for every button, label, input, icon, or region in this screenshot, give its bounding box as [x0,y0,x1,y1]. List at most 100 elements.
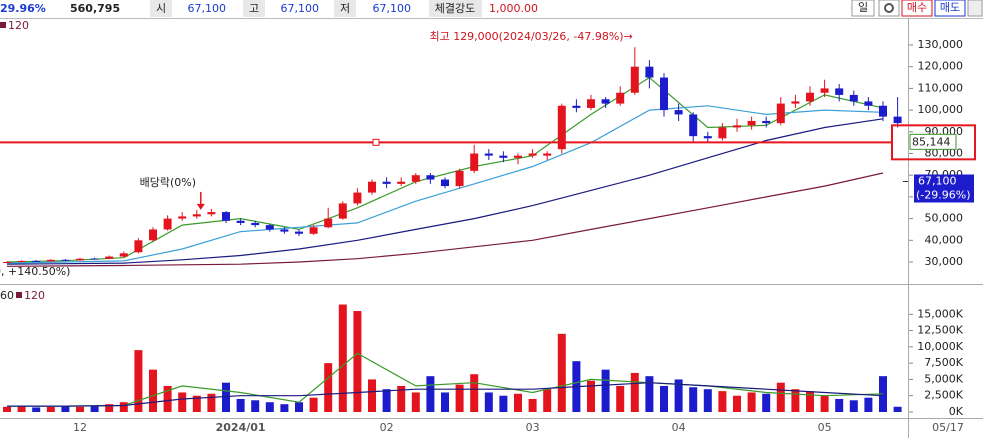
candle-body [441,179,449,187]
candle-body [397,181,406,184]
volume-bar [411,392,420,412]
buy-button[interactable] [901,0,933,17]
candle-body [835,88,844,95]
period-button[interactable] [851,0,875,17]
candle-body [338,203,347,219]
candle-body [207,212,216,215]
candle-body [426,175,435,180]
volume-bar [645,376,654,412]
candle-body [251,222,260,226]
left-note: 0, +140.50%) [0,265,70,278]
x-tick-label: 05/17 [932,421,964,434]
strength: 1,000.00 [489,2,538,15]
change-rate: 29.96% [0,2,46,15]
volume-bar [806,391,814,412]
candle-body [470,153,479,171]
y-tick-label: 110,000 [918,81,964,94]
candle-body [192,214,201,217]
period[interactable]: 일 [858,0,868,14]
candle-body [411,175,420,182]
volume-bar [762,393,771,412]
volume-bar [441,392,449,412]
volume-bar [207,393,216,412]
volume-total: 560,795 [70,2,120,15]
x-tick-label: 2024/01 [216,421,266,434]
volume-bar [134,350,143,412]
label-box [243,0,265,17]
volume-bar [455,384,464,412]
volume-bar [105,404,114,412]
volume-bar [616,385,625,412]
reference-handle [372,138,380,146]
y-tick-label: 130,000 [918,38,964,51]
volume-bar [893,406,902,412]
candle-body [630,66,639,93]
volume-bar [601,369,610,412]
candle-body [776,103,785,124]
label-box [429,0,482,17]
volume-bar [630,372,639,412]
buy[interactable]: 매수 [907,1,927,14]
x-tick-label: 04 [672,421,686,434]
volume-bar [864,397,873,412]
volume-bar [849,400,858,412]
candle-body [718,127,727,139]
volume-bar [835,398,844,412]
y-tick-label: 2,500K [924,389,963,402]
legend-label: 120 [24,289,45,302]
x-tick-label: 05 [818,421,832,434]
settings-button[interactable] [878,0,900,17]
moving-average [7,352,884,407]
candle-body [178,216,187,219]
price: 67,100 [281,2,320,15]
volume-bar [90,405,99,412]
volume-bar [3,406,11,412]
volume-bar [222,382,230,412]
current-change: (-29.96%) [916,188,971,201]
candle-body [295,231,303,234]
volume-bar [46,406,55,412]
volume-bar [32,407,41,412]
scroll-button[interactable] [967,0,983,17]
volume-bar [499,395,508,412]
reference-label-bg [909,133,957,150]
moving-average [6,172,884,267]
candle-body [236,220,245,223]
candle-body [879,105,887,117]
volume-bar [557,333,566,412]
annotation: 최고 129,000(2024/03/26, -47.98%)→ [429,30,632,43]
y-tick-label: 30,000 [925,255,964,268]
candle-body [280,229,289,232]
candle-body [601,99,610,104]
candle-body [484,153,493,156]
sell-button[interactable] [934,0,966,17]
sell[interactable]: 매도 [940,1,960,14]
volume-bar [368,379,376,412]
price: 67,100 [373,2,412,15]
price: 67,100 [188,2,227,15]
candle-body [105,256,114,259]
volume-bar [674,379,683,412]
y-tick-label: 7,500K [924,356,963,369]
volume-bar [397,385,406,412]
candle-body [32,260,41,262]
candle-body [733,125,741,128]
volume-bar [353,311,362,412]
candle-body [791,101,800,104]
candle-body [762,120,771,124]
volume-bar [280,404,289,412]
candle-body [309,227,318,234]
volume-bar [514,393,522,412]
candle-body [572,105,581,108]
volume-bar [470,374,479,412]
candle-body [134,240,143,253]
label-box [334,0,356,17]
legend-swatch [0,22,6,28]
y-tick-label: 0K [949,405,964,418]
candle-body [90,258,99,260]
volume-bar [338,304,347,412]
volume-bar [733,395,741,412]
legend-swatch [16,292,22,298]
annotation-arrowhead [196,203,205,210]
